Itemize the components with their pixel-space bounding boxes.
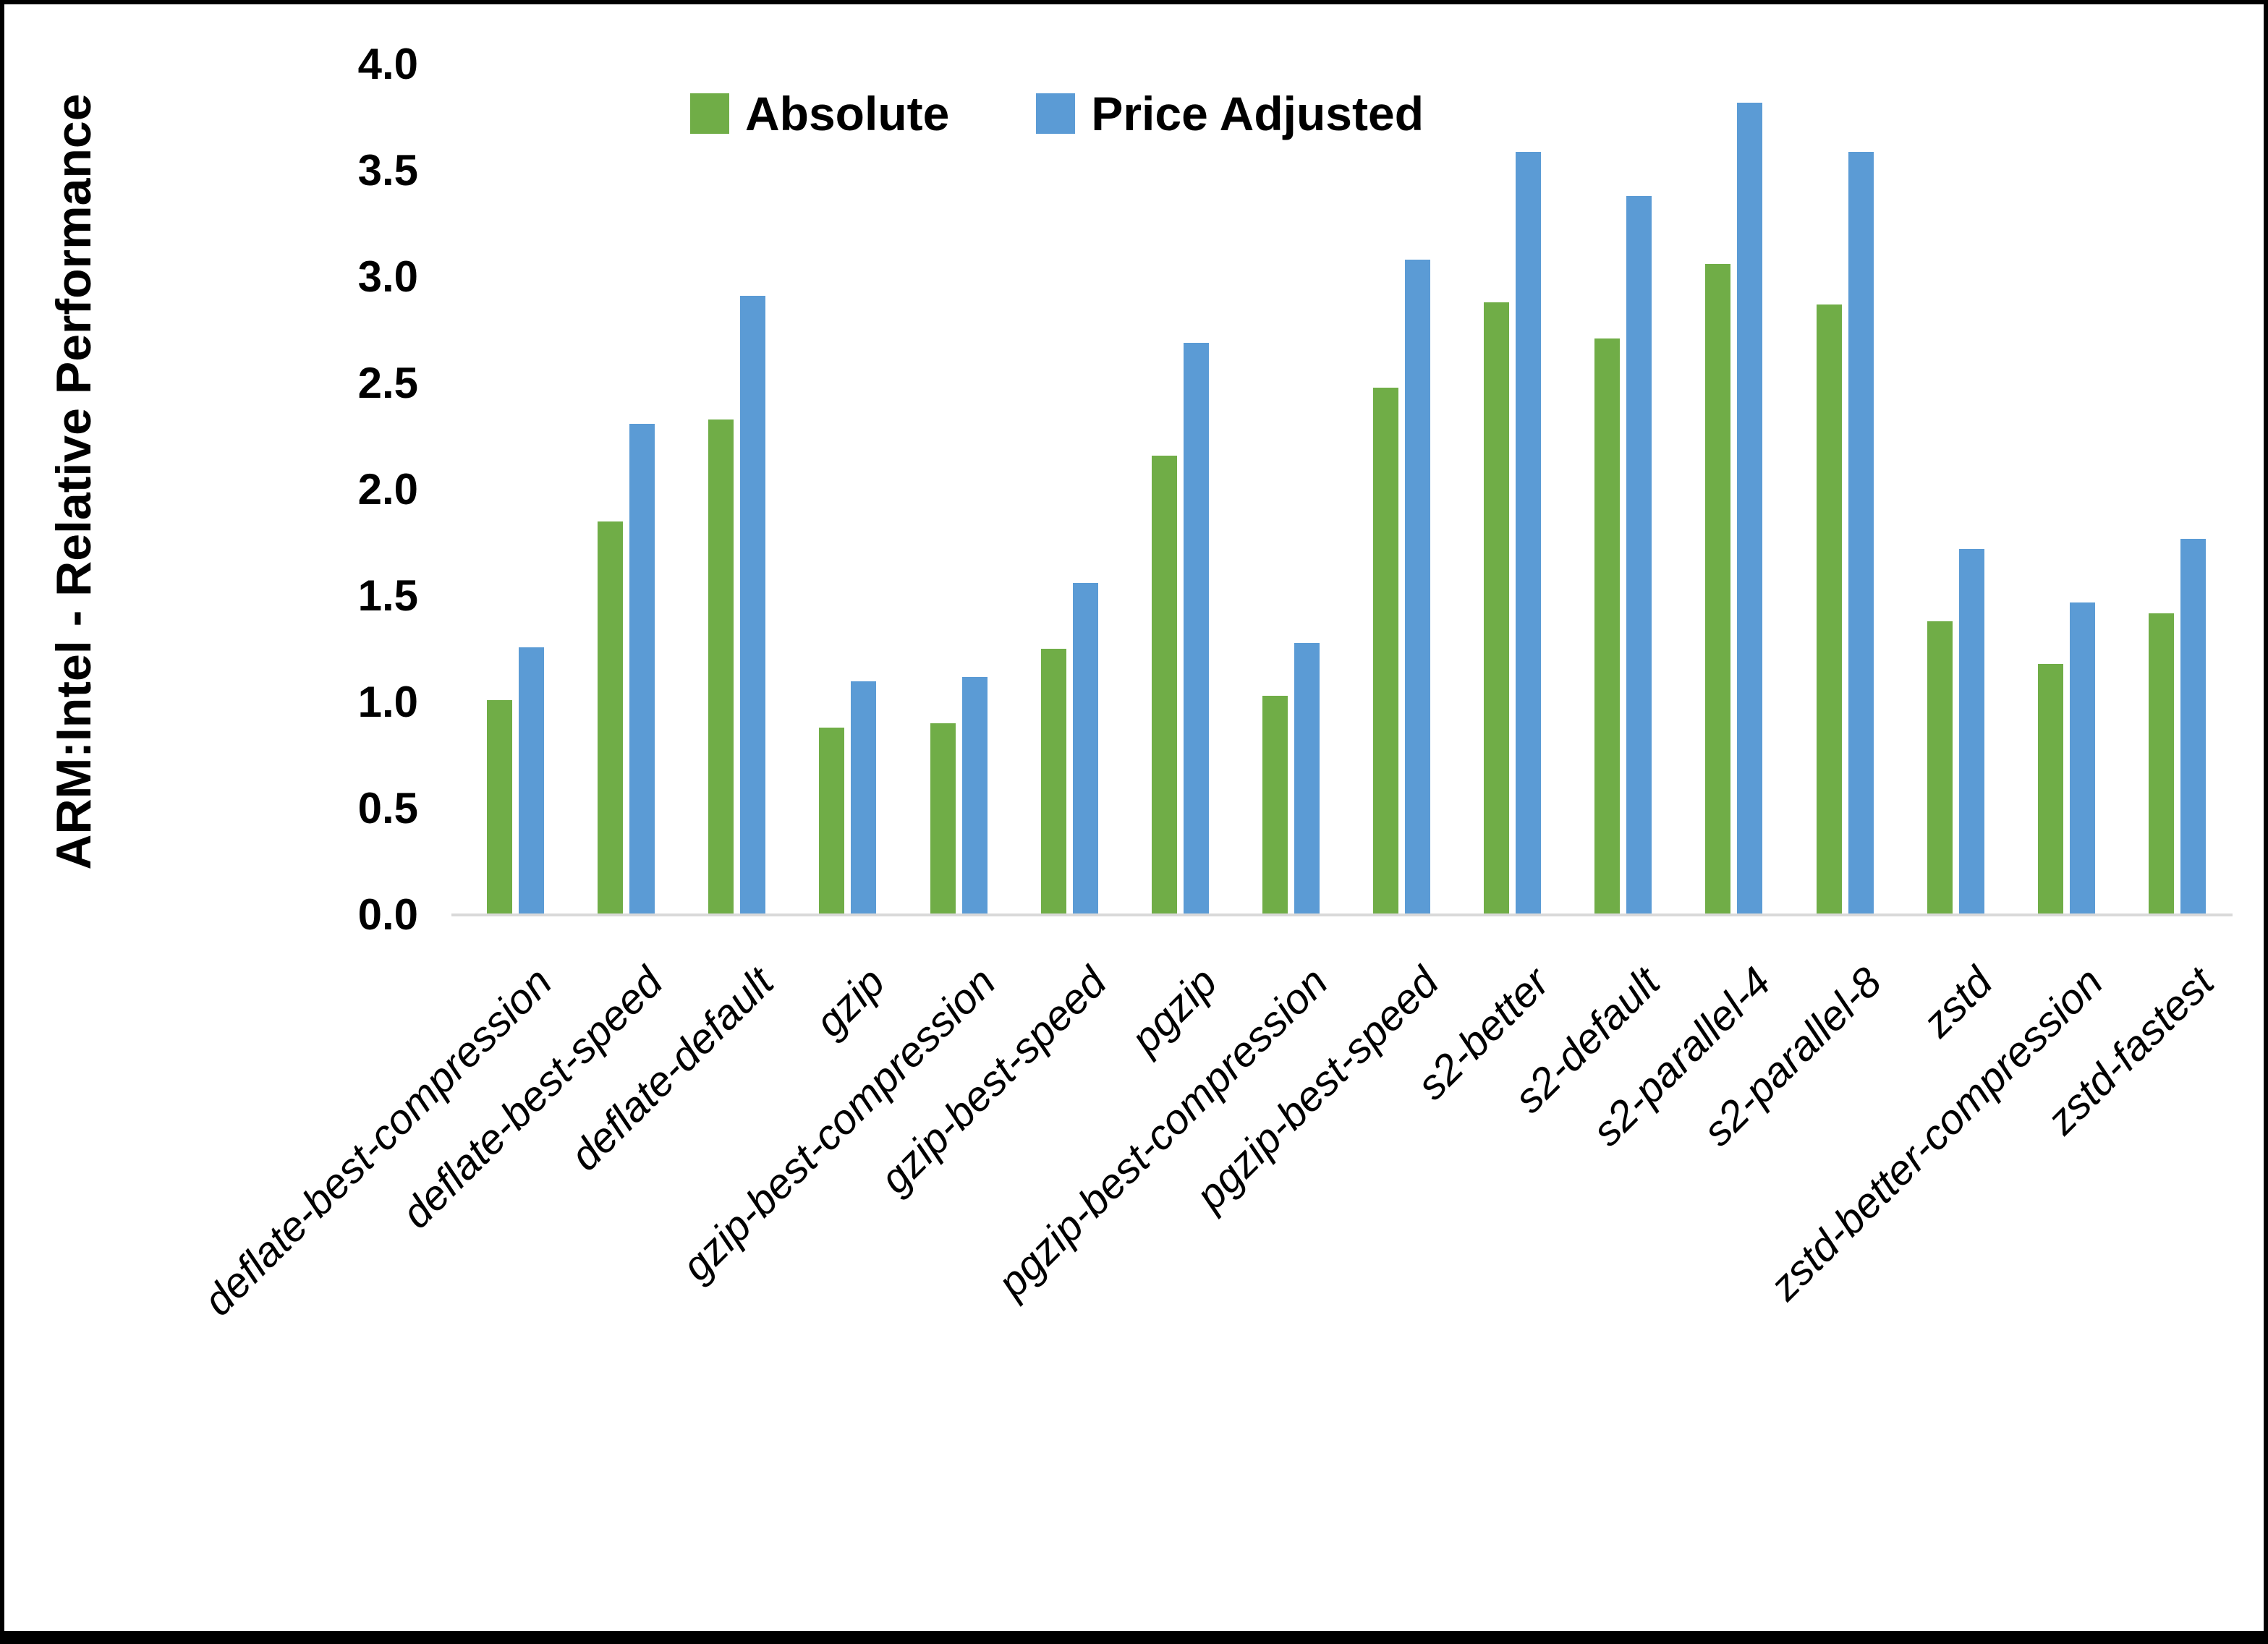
bar-price-adjusted-deflate-default — [740, 296, 765, 915]
bar-absolute-deflate-default — [708, 419, 734, 915]
bar-absolute-deflate-best-speed — [598, 521, 623, 915]
y-tick-label-3.0: 3.0 — [357, 252, 418, 301]
y-tick-label-3.5: 3.5 — [357, 146, 418, 195]
x-tick-label-gzip: gzip — [805, 958, 894, 1047]
bar-price-adjusted-s2-better — [1516, 152, 1541, 915]
y-tick-label-2.5: 2.5 — [357, 359, 418, 407]
bar-absolute-pgzip-best-speed — [1373, 388, 1398, 915]
bar-absolute-pgzip-best-compression — [1262, 696, 1288, 915]
bar-price-adjusted-pgzip — [1184, 343, 1209, 915]
x-tick-label-zstd: zstd — [1914, 958, 2002, 1047]
legend-swatch-price-adjusted — [1036, 93, 1076, 134]
legend-label-price-adjusted: Price Adjusted — [1091, 87, 1424, 140]
y-axis-title: ARM:Intel - Relative Performance — [46, 93, 101, 870]
bar-absolute-deflate-best-compression — [487, 700, 512, 915]
bar-absolute-zstd-fastest — [2149, 613, 2174, 915]
legend: Absolute Price Adjusted — [689, 87, 1424, 140]
bar-price-adjusted-deflate-best-speed — [629, 424, 655, 915]
bar-price-adjusted-gzip-best-speed — [1073, 583, 1098, 915]
y-tick-label-4.0: 4.0 — [357, 40, 418, 88]
bar-absolute-gzip — [819, 728, 844, 915]
bar-price-adjusted-pgzip-best-speed — [1405, 260, 1430, 915]
bar-price-adjusted-zstd-better-compression — [2070, 602, 2095, 915]
bar-absolute-pgzip — [1152, 456, 1177, 915]
bar-absolute-zstd — [1927, 621, 1953, 915]
y-tick-label-0.0: 0.0 — [357, 890, 418, 939]
bar-price-adjusted-s2-parallel-4 — [1737, 103, 1762, 915]
bar-price-adjusted-zstd — [1959, 549, 1984, 915]
bar-absolute-gzip-best-speed — [1041, 649, 1066, 915]
y-tick-label-1.0: 1.0 — [357, 678, 418, 726]
x-tick-label-pgzip: pgzip — [1121, 958, 1226, 1063]
bar-absolute-gzip-best-compression — [930, 723, 956, 915]
bar-price-adjusted-gzip — [851, 681, 876, 915]
bar-absolute-s2-parallel-8 — [1817, 304, 1842, 915]
y-tick-label-1.5: 1.5 — [357, 571, 418, 620]
y-tick-label-0.5: 0.5 — [357, 784, 418, 832]
bar-price-adjusted-s2-default — [1626, 196, 1652, 915]
bar-price-adjusted-pgzip-best-compression — [1294, 643, 1320, 915]
legend-item-absolute: Absolute — [689, 87, 950, 140]
x-tick-label-deflate-default: deflate-default — [561, 958, 783, 1180]
bar-price-adjusted-zstd-fastest — [2180, 539, 2206, 915]
bar-price-adjusted-deflate-best-compression — [519, 647, 544, 915]
x-axis-line — [451, 913, 2233, 916]
bar-price-adjusted-s2-parallel-8 — [1848, 152, 1874, 915]
y-tick-label-2.0: 2.0 — [357, 465, 418, 514]
legend-label-absolute: Absolute — [744, 87, 950, 140]
legend-swatch-absolute — [689, 93, 729, 134]
bar-price-adjusted-gzip-best-compression — [962, 677, 988, 915]
bar-absolute-zstd-better-compression — [2038, 664, 2063, 915]
bar-absolute-s2-default — [1594, 338, 1620, 915]
bar-absolute-s2-better — [1484, 302, 1509, 915]
bar-absolute-s2-parallel-4 — [1705, 264, 1730, 915]
legend-item-price-adjusted: Price Adjusted — [1036, 90, 1424, 137]
